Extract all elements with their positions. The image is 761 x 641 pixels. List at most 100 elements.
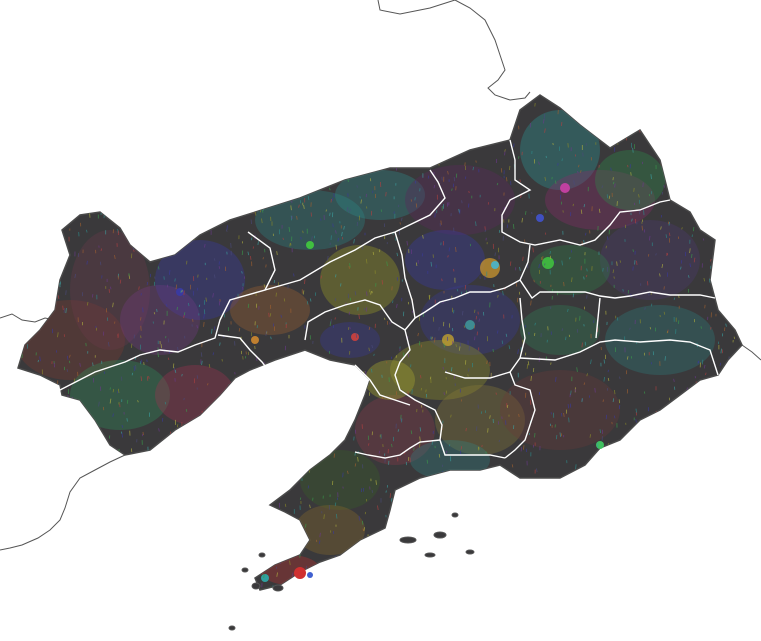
speckle-mark bbox=[575, 464, 577, 470]
speckle-mark bbox=[247, 251, 250, 256]
speckle-mark bbox=[507, 541, 509, 545]
speckle-mark bbox=[691, 97, 693, 102]
speckle-mark bbox=[392, 300, 394, 304]
speckle-mark bbox=[92, 421, 94, 425]
speckle-mark bbox=[287, 427, 289, 431]
speckle-mark bbox=[22, 459, 24, 462]
speckle-mark bbox=[355, 332, 358, 338]
speckle-mark bbox=[583, 276, 585, 280]
speckle-mark bbox=[622, 289, 624, 292]
speckle-mark bbox=[86, 229, 88, 233]
speckle-mark bbox=[349, 326, 351, 330]
speckle-mark bbox=[150, 106, 153, 111]
speckle-mark bbox=[354, 369, 356, 375]
speckle-mark bbox=[500, 168, 503, 173]
speckle-mark bbox=[239, 148, 242, 151]
speckle-mark bbox=[215, 440, 217, 444]
speckle-mark bbox=[65, 290, 67, 295]
speckle-mark bbox=[631, 218, 633, 222]
speckle-mark bbox=[722, 219, 724, 223]
speckle-mark bbox=[431, 336, 433, 340]
speckle-mark bbox=[126, 418, 128, 422]
speckle-mark bbox=[655, 514, 658, 519]
speckle-mark bbox=[268, 144, 270, 149]
speckle-mark bbox=[586, 268, 588, 272]
speckle-mark bbox=[380, 536, 382, 541]
speckle-mark bbox=[655, 253, 657, 256]
speckle-mark bbox=[543, 512, 546, 516]
speckle-mark bbox=[175, 562, 178, 566]
speckle-mark bbox=[459, 92, 460, 95]
speckle-mark bbox=[577, 170, 579, 174]
speckle-mark bbox=[33, 198, 35, 202]
speckle-mark bbox=[166, 304, 168, 307]
speckle-mark bbox=[155, 128, 157, 134]
speckle-mark bbox=[334, 502, 337, 507]
speckle-mark bbox=[671, 107, 673, 112]
speckle-mark bbox=[263, 574, 265, 579]
speckle-mark bbox=[221, 439, 223, 443]
speckle-mark bbox=[689, 248, 691, 254]
speckle-mark bbox=[174, 133, 177, 138]
speckle-mark bbox=[294, 113, 296, 116]
speckle-mark bbox=[612, 181, 615, 185]
speckle-mark bbox=[117, 388, 120, 394]
speckle-mark bbox=[218, 124, 220, 128]
speckle-mark bbox=[347, 583, 349, 587]
speckle-mark bbox=[212, 293, 214, 298]
speckle-mark bbox=[157, 352, 159, 358]
speckle-mark bbox=[110, 534, 112, 539]
speckle-mark bbox=[94, 182, 97, 187]
speckle-mark bbox=[458, 346, 461, 351]
speckle-mark bbox=[26, 445, 28, 450]
speckle-mark bbox=[350, 413, 353, 418]
speckle-mark bbox=[270, 507, 272, 513]
speckle-mark bbox=[108, 162, 110, 166]
speckle-mark bbox=[688, 275, 690, 278]
speckle-mark bbox=[606, 236, 609, 240]
speckle-mark bbox=[66, 355, 69, 360]
speckle-mark bbox=[463, 106, 465, 111]
speckle-mark bbox=[271, 445, 273, 449]
speckle-mark bbox=[455, 558, 457, 563]
speckle-mark bbox=[275, 292, 277, 297]
speckle-mark bbox=[663, 311, 666, 315]
speckle-mark bbox=[298, 204, 300, 208]
speckle-mark bbox=[354, 463, 357, 467]
speckle-mark bbox=[44, 294, 46, 300]
speckle-mark bbox=[74, 171, 76, 175]
speckle-mark bbox=[589, 434, 591, 438]
speckle-mark bbox=[185, 409, 188, 412]
speckle-mark bbox=[729, 390, 731, 396]
speckle-mark bbox=[41, 588, 43, 590]
speckle-mark bbox=[288, 226, 291, 232]
speckle-mark bbox=[213, 258, 216, 261]
speckle-mark bbox=[264, 515, 266, 520]
speckle-mark bbox=[354, 429, 357, 434]
speckle-mark bbox=[692, 226, 695, 232]
speckle-mark bbox=[502, 290, 504, 296]
speckle-mark bbox=[201, 360, 203, 365]
speckle-mark bbox=[723, 508, 725, 512]
speckle-mark bbox=[645, 492, 647, 498]
speckle-mark bbox=[29, 415, 31, 421]
speckle-mark bbox=[649, 136, 651, 140]
speckle-mark bbox=[368, 289, 371, 293]
speckle-mark bbox=[516, 297, 519, 303]
speckle-mark bbox=[365, 370, 367, 376]
speckle-mark bbox=[388, 522, 390, 528]
speckle-mark bbox=[496, 554, 499, 560]
speckle-mark bbox=[284, 503, 287, 507]
speckle-mark bbox=[265, 264, 267, 268]
speckle-mark bbox=[512, 520, 515, 523]
speckle-mark bbox=[505, 333, 508, 337]
speckle-mark bbox=[456, 288, 459, 292]
speckle-mark bbox=[580, 209, 583, 214]
speckle-mark bbox=[196, 375, 199, 379]
speckle-mark bbox=[247, 303, 250, 309]
speckle-mark bbox=[667, 133, 669, 139]
hotspot-marker bbox=[465, 320, 475, 330]
speckle-mark bbox=[713, 95, 715, 97]
speckle-mark bbox=[493, 510, 496, 514]
speckle-mark bbox=[39, 159, 41, 164]
